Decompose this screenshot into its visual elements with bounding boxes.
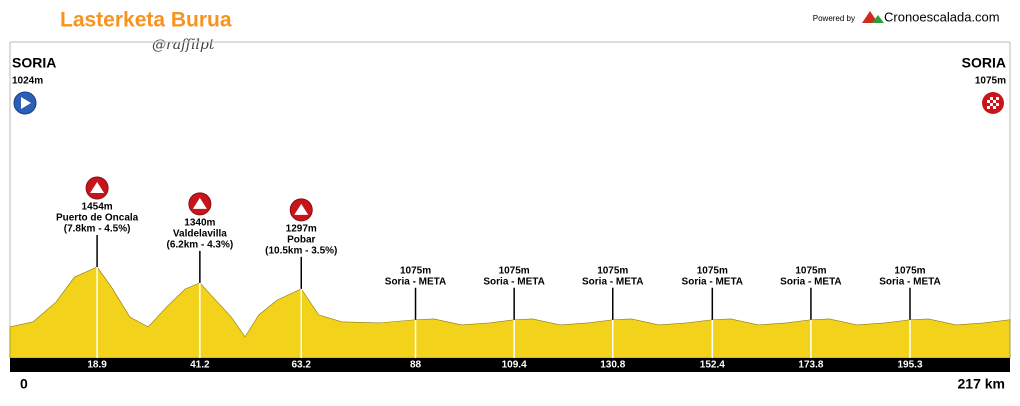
climb-icon-mountain <box>192 197 207 209</box>
climb-icon-mountain <box>294 203 309 215</box>
point-name: Valdelavilla <box>173 229 227 240</box>
point-value-label: 1454m <box>82 202 113 213</box>
point-value-label: 1075m <box>400 265 431 276</box>
x-tick-label: 0 <box>20 376 28 392</box>
point-value-label: 1075m <box>795 265 826 276</box>
finish-name: SORIA <box>962 55 1006 71</box>
chart-title: Lasterketa Burua <box>60 9 232 32</box>
finish-elevation: 1075m <box>975 76 1006 87</box>
powered-by: Powered by <box>813 14 855 23</box>
brand: Cronoescalada.com <box>884 9 1000 24</box>
km-label: 18.9 <box>87 360 107 371</box>
point-name: Puerto de Oncala <box>56 213 139 224</box>
climb-icon <box>289 198 313 222</box>
point-name: Soria - META <box>483 276 544 287</box>
point-value-label: 1075m <box>697 265 728 276</box>
start-elevation: 1024m <box>12 76 43 87</box>
author: @raffilpt <box>152 37 215 53</box>
point-value-label: 1075m <box>894 265 925 276</box>
point-name: Soria - META <box>385 276 446 287</box>
km-bar <box>10 358 1010 372</box>
point-name: Soria - META <box>582 276 643 287</box>
km-label: 195.3 <box>897 360 922 371</box>
start-name: SORIA <box>12 55 56 71</box>
km-label: 130.8 <box>600 360 625 371</box>
climb-icon-mountain <box>90 182 105 194</box>
point-value-label: 1340m <box>184 218 215 229</box>
point-name: Soria - META <box>879 276 940 287</box>
point-value-label: 1075m <box>499 265 530 276</box>
x-tick-label: 217 km <box>958 376 1005 392</box>
profile-area <box>9 266 1011 359</box>
finish-icon <box>982 92 1004 114</box>
point-value-label: 1297m <box>286 224 317 235</box>
point-name: Pobar <box>287 235 315 246</box>
km-label: 173.8 <box>798 360 823 371</box>
start-icon <box>13 91 37 115</box>
km-label: 41.2 <box>190 360 210 371</box>
climb-icon <box>188 192 212 216</box>
point-value-label: 1075m <box>597 265 628 276</box>
brand-logo <box>862 11 884 23</box>
point-name: Soria - META <box>780 276 841 287</box>
km-label: 63.2 <box>292 360 312 371</box>
km-label: 109.4 <box>502 360 527 371</box>
point-name: Soria - META <box>682 276 743 287</box>
km-label: 88 <box>410 360 422 371</box>
point-detail: (7.8km - 4.5%) <box>64 224 131 235</box>
climb-icon <box>85 176 109 200</box>
km-label: 152.4 <box>700 360 725 371</box>
point-detail: (6.2km - 4.3%) <box>167 240 234 251</box>
point-detail: (10.5km - 3.5%) <box>265 246 337 257</box>
